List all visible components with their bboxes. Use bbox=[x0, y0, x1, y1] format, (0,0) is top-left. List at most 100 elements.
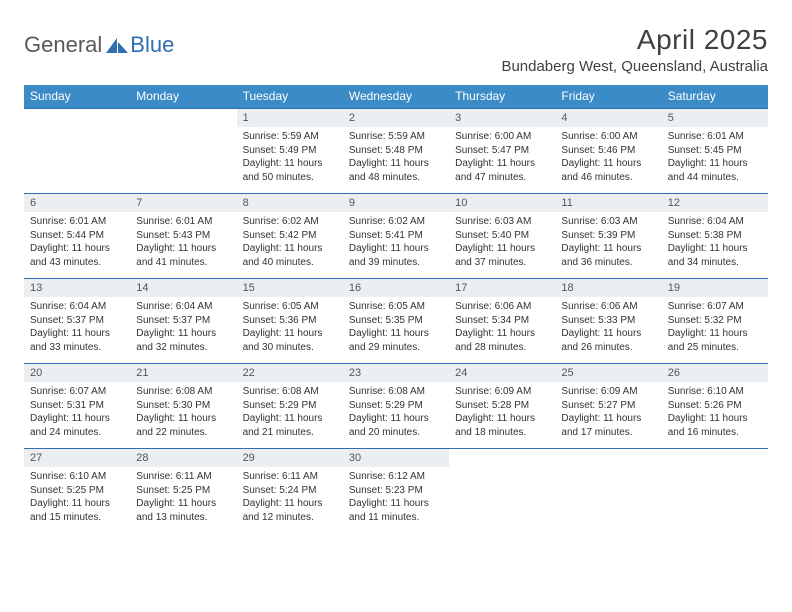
day-number: 25 bbox=[555, 364, 661, 382]
sunrise-text: Sunrise: 6:08 AM bbox=[243, 385, 337, 399]
sunset-text: Sunset: 5:26 PM bbox=[668, 399, 762, 413]
day-body: Sunrise: 6:10 AMSunset: 5:26 PMDaylight:… bbox=[662, 382, 768, 445]
sunrise-text: Sunrise: 5:59 AM bbox=[243, 130, 337, 144]
sunrise-text: Sunrise: 6:09 AM bbox=[561, 385, 655, 399]
sunset-text: Sunset: 5:38 PM bbox=[668, 229, 762, 243]
day-body: Sunrise: 6:00 AMSunset: 5:46 PMDaylight:… bbox=[555, 127, 661, 190]
week-row: 1Sunrise: 5:59 AMSunset: 5:49 PMDaylight… bbox=[24, 108, 768, 193]
daylight-text: Daylight: 11 hours and 33 minutes. bbox=[30, 327, 124, 354]
day-body: Sunrise: 6:01 AMSunset: 5:45 PMDaylight:… bbox=[662, 127, 768, 190]
day-number: 16 bbox=[343, 279, 449, 297]
day-number: 24 bbox=[449, 364, 555, 382]
sunrise-text: Sunrise: 6:01 AM bbox=[30, 215, 124, 229]
day-number: 13 bbox=[24, 279, 130, 297]
day-body: Sunrise: 6:00 AMSunset: 5:47 PMDaylight:… bbox=[449, 127, 555, 190]
day-body: Sunrise: 6:09 AMSunset: 5:28 PMDaylight:… bbox=[449, 382, 555, 445]
sunset-text: Sunset: 5:33 PM bbox=[561, 314, 655, 328]
daylight-text: Daylight: 11 hours and 39 minutes. bbox=[349, 242, 443, 269]
sunrise-text: Sunrise: 6:01 AM bbox=[136, 215, 230, 229]
sunset-text: Sunset: 5:39 PM bbox=[561, 229, 655, 243]
sunrise-text: Sunrise: 6:05 AM bbox=[349, 300, 443, 314]
sunrise-text: Sunrise: 6:12 AM bbox=[349, 470, 443, 484]
day-body: Sunrise: 6:05 AMSunset: 5:36 PMDaylight:… bbox=[237, 297, 343, 360]
weekday-label: Sunday bbox=[24, 85, 130, 108]
day-cell: 30Sunrise: 6:12 AMSunset: 5:23 PMDayligh… bbox=[343, 449, 449, 533]
sunrise-text: Sunrise: 6:04 AM bbox=[30, 300, 124, 314]
day-number: 27 bbox=[24, 449, 130, 467]
sunset-text: Sunset: 5:31 PM bbox=[30, 399, 124, 413]
daylight-text: Daylight: 11 hours and 47 minutes. bbox=[455, 157, 549, 184]
sunset-text: Sunset: 5:37 PM bbox=[30, 314, 124, 328]
sunrise-text: Sunrise: 6:08 AM bbox=[349, 385, 443, 399]
sunrise-text: Sunrise: 6:06 AM bbox=[561, 300, 655, 314]
sunset-text: Sunset: 5:29 PM bbox=[243, 399, 337, 413]
day-body: Sunrise: 5:59 AMSunset: 5:48 PMDaylight:… bbox=[343, 127, 449, 190]
calendar: Sunday Monday Tuesday Wednesday Thursday… bbox=[24, 85, 768, 533]
day-number: 8 bbox=[237, 194, 343, 212]
weekday-label: Tuesday bbox=[237, 85, 343, 108]
daylight-text: Daylight: 11 hours and 17 minutes. bbox=[561, 412, 655, 439]
sunset-text: Sunset: 5:23 PM bbox=[349, 484, 443, 498]
sunset-text: Sunset: 5:24 PM bbox=[243, 484, 337, 498]
daylight-text: Daylight: 11 hours and 41 minutes. bbox=[136, 242, 230, 269]
day-body: Sunrise: 6:04 AMSunset: 5:37 PMDaylight:… bbox=[130, 297, 236, 360]
day-cell: 26Sunrise: 6:10 AMSunset: 5:26 PMDayligh… bbox=[662, 364, 768, 448]
day-body: Sunrise: 6:08 AMSunset: 5:29 PMDaylight:… bbox=[343, 382, 449, 445]
sunset-text: Sunset: 5:29 PM bbox=[349, 399, 443, 413]
daylight-text: Daylight: 11 hours and 46 minutes. bbox=[561, 157, 655, 184]
sunset-text: Sunset: 5:48 PM bbox=[349, 144, 443, 158]
day-body: Sunrise: 6:08 AMSunset: 5:30 PMDaylight:… bbox=[130, 382, 236, 445]
location: Bundaberg West, Queensland, Australia bbox=[501, 58, 768, 75]
day-number: 30 bbox=[343, 449, 449, 467]
daylight-text: Daylight: 11 hours and 29 minutes. bbox=[349, 327, 443, 354]
day-number: 12 bbox=[662, 194, 768, 212]
daylight-text: Daylight: 11 hours and 32 minutes. bbox=[136, 327, 230, 354]
sunrise-text: Sunrise: 6:03 AM bbox=[455, 215, 549, 229]
sunrise-text: Sunrise: 6:00 AM bbox=[455, 130, 549, 144]
day-cell: 12Sunrise: 6:04 AMSunset: 5:38 PMDayligh… bbox=[662, 194, 768, 278]
day-number: 5 bbox=[662, 109, 768, 127]
day-body: Sunrise: 6:03 AMSunset: 5:39 PMDaylight:… bbox=[555, 212, 661, 275]
header: General Blue April 2025 Bundaberg West, … bbox=[24, 24, 768, 75]
sunrise-text: Sunrise: 6:08 AM bbox=[136, 385, 230, 399]
day-body: Sunrise: 5:59 AMSunset: 5:49 PMDaylight:… bbox=[237, 127, 343, 190]
sunset-text: Sunset: 5:30 PM bbox=[136, 399, 230, 413]
day-cell: 16Sunrise: 6:05 AMSunset: 5:35 PMDayligh… bbox=[343, 279, 449, 363]
day-cell bbox=[24, 109, 130, 193]
day-cell bbox=[130, 109, 236, 193]
day-body: Sunrise: 6:01 AMSunset: 5:44 PMDaylight:… bbox=[24, 212, 130, 275]
day-number: 11 bbox=[555, 194, 661, 212]
day-number: 28 bbox=[130, 449, 236, 467]
daylight-text: Daylight: 11 hours and 22 minutes. bbox=[136, 412, 230, 439]
day-number: 19 bbox=[662, 279, 768, 297]
day-number: 17 bbox=[449, 279, 555, 297]
day-body: Sunrise: 6:08 AMSunset: 5:29 PMDaylight:… bbox=[237, 382, 343, 445]
day-number: 18 bbox=[555, 279, 661, 297]
day-cell: 27Sunrise: 6:10 AMSunset: 5:25 PMDayligh… bbox=[24, 449, 130, 533]
sunset-text: Sunset: 5:40 PM bbox=[455, 229, 549, 243]
day-body: Sunrise: 6:07 AMSunset: 5:32 PMDaylight:… bbox=[662, 297, 768, 360]
day-number: 15 bbox=[237, 279, 343, 297]
daylight-text: Daylight: 11 hours and 40 minutes. bbox=[243, 242, 337, 269]
daylight-text: Daylight: 11 hours and 25 minutes. bbox=[668, 327, 762, 354]
sunrise-text: Sunrise: 6:02 AM bbox=[243, 215, 337, 229]
day-cell bbox=[449, 449, 555, 533]
daylight-text: Daylight: 11 hours and 36 minutes. bbox=[561, 242, 655, 269]
logo: General Blue bbox=[24, 24, 174, 58]
sunrise-text: Sunrise: 6:07 AM bbox=[668, 300, 762, 314]
sunrise-text: Sunrise: 6:09 AM bbox=[455, 385, 549, 399]
daylight-text: Daylight: 11 hours and 48 minutes. bbox=[349, 157, 443, 184]
sunrise-text: Sunrise: 6:00 AM bbox=[561, 130, 655, 144]
sunrise-text: Sunrise: 6:01 AM bbox=[668, 130, 762, 144]
weekday-label: Saturday bbox=[662, 85, 768, 108]
day-body: Sunrise: 6:03 AMSunset: 5:40 PMDaylight:… bbox=[449, 212, 555, 275]
sunset-text: Sunset: 5:28 PM bbox=[455, 399, 549, 413]
day-number: 23 bbox=[343, 364, 449, 382]
weekday-label: Monday bbox=[130, 85, 236, 108]
day-body: Sunrise: 6:01 AMSunset: 5:43 PMDaylight:… bbox=[130, 212, 236, 275]
daylight-text: Daylight: 11 hours and 24 minutes. bbox=[30, 412, 124, 439]
sunrise-text: Sunrise: 6:07 AM bbox=[30, 385, 124, 399]
weekday-label: Friday bbox=[555, 85, 661, 108]
day-cell: 23Sunrise: 6:08 AMSunset: 5:29 PMDayligh… bbox=[343, 364, 449, 448]
sunset-text: Sunset: 5:34 PM bbox=[455, 314, 549, 328]
